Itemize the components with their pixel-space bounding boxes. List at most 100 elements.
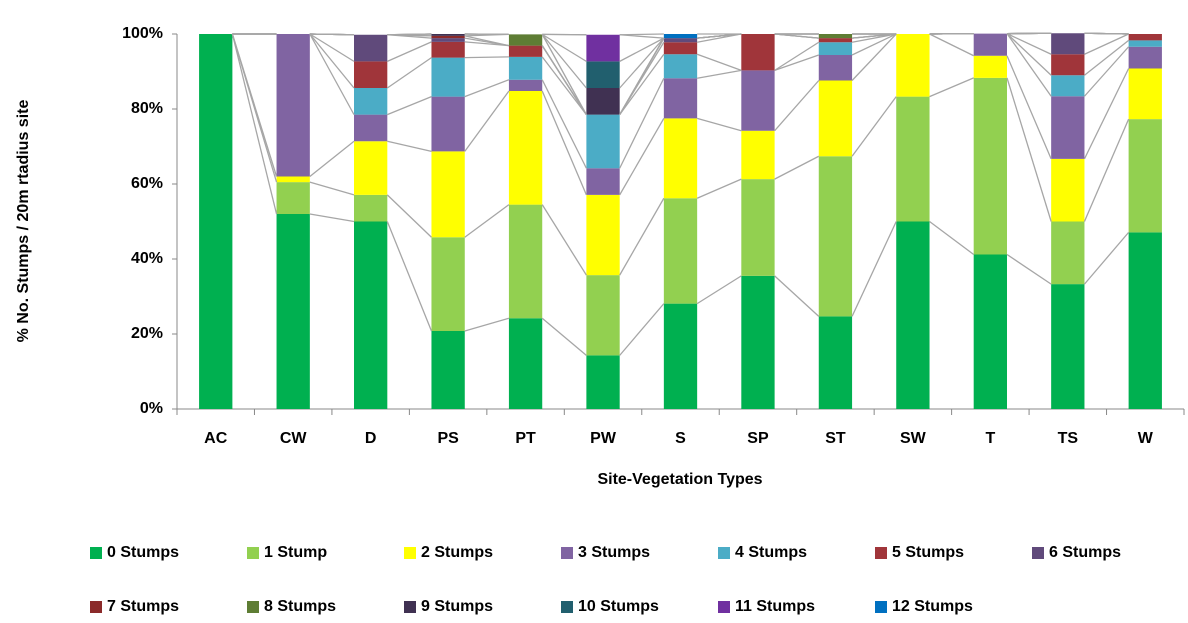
bar-segment [1051, 33, 1085, 55]
legend-label: 1 Stump [264, 544, 327, 561]
x-tick-label: AC [204, 430, 228, 447]
bar-segment [508, 45, 543, 57]
bar-segment [508, 91, 543, 205]
y-tick-label: 0% [140, 400, 163, 417]
bar-segment [896, 34, 930, 97]
bar-segment [353, 114, 388, 142]
series-line [1006, 33, 1052, 55]
series-line [231, 33, 278, 215]
bar-segment [818, 34, 853, 39]
y-tick-label: 80% [131, 100, 163, 117]
series-line [541, 79, 587, 169]
legend-label: 9 Stumps [421, 598, 493, 615]
legend-swatch [561, 547, 573, 559]
series-line [851, 33, 897, 81]
series-line [309, 213, 355, 223]
bar-segment [818, 316, 853, 409]
bar-segment [586, 168, 620, 195]
series-line [541, 317, 587, 356]
bar-segment [353, 88, 388, 115]
series-line [541, 34, 587, 115]
x-tick-label: W [1138, 430, 1154, 447]
legend-label: 8 Stumps [264, 598, 336, 615]
bar-segment [663, 54, 698, 79]
y-tick-label: 100% [122, 25, 163, 42]
legend-swatch [718, 601, 730, 613]
series-line [1084, 33, 1129, 55]
bar-segment [353, 141, 388, 195]
series-line [774, 80, 820, 132]
series-line [619, 34, 664, 39]
series-line [774, 155, 820, 180]
bar-segment [353, 221, 388, 409]
legend-label: 10 Stumps [578, 598, 659, 615]
x-tick-label: D [365, 430, 377, 447]
series-line [619, 37, 665, 115]
legend-label: 12 Stumps [892, 598, 973, 615]
series-line [464, 90, 510, 152]
series-line [309, 33, 355, 115]
series-line [541, 45, 587, 115]
bar-segment [431, 35, 465, 39]
bar-segment [276, 176, 310, 183]
bar-segment [973, 254, 1008, 409]
bar-segment [973, 33, 1008, 56]
series-line [1083, 231, 1130, 285]
bar-segment [741, 179, 775, 276]
bar-segment [353, 34, 388, 62]
series-line [851, 33, 897, 56]
series-line [1006, 77, 1052, 222]
series-line [929, 33, 974, 57]
x-tick-label: PS [437, 430, 459, 447]
bar-segment [431, 34, 465, 36]
series-line [619, 53, 665, 116]
legend-label: 11 Stumps [735, 598, 815, 615]
series-line [1083, 118, 1130, 222]
bar-segment [586, 194, 620, 276]
legend-swatch [247, 601, 259, 613]
y-tick-label: 20% [131, 325, 163, 342]
legend-swatch [718, 547, 730, 559]
bar-segment [431, 38, 465, 42]
x-tick-label: S [675, 430, 686, 447]
series-line [619, 303, 665, 356]
bar-segment [818, 42, 853, 55]
bar-segment [1128, 46, 1162, 69]
bar-segment [586, 114, 620, 169]
x-axis-label: Site-Vegetation Types [597, 471, 762, 488]
bar-segment [741, 34, 775, 71]
legend-label: 0 Stumps [107, 544, 179, 561]
bar-segment [431, 331, 465, 409]
x-tick-label: ST [825, 430, 846, 447]
bar-segment [896, 96, 930, 222]
series-line [619, 197, 665, 276]
bar-segment [663, 42, 698, 55]
legend-label: 4 Stumps [735, 544, 807, 561]
bar-segment [741, 275, 775, 409]
series-line [697, 33, 742, 39]
series-line [464, 35, 510, 47]
legend-label: 3 Stumps [578, 544, 650, 561]
bar-segment [1128, 34, 1162, 41]
bar-segment [586, 88, 620, 115]
series-line [386, 194, 432, 238]
bar-segment [1128, 119, 1162, 233]
y-axis-label: % No. Stumps / 20m rtadius site [15, 100, 32, 343]
series-line [387, 96, 432, 116]
legend-label: 6 Stumps [1049, 544, 1121, 561]
bar-segment [1128, 40, 1162, 47]
bar-segment [1051, 284, 1085, 409]
legend-swatch [561, 601, 573, 613]
bar-segment [586, 275, 620, 356]
legend-swatch [90, 601, 102, 613]
bar-segment [276, 182, 310, 214]
legend-swatch [875, 601, 887, 613]
bar-segment [508, 204, 543, 319]
bar-segment [586, 34, 620, 62]
bar-segment [818, 156, 853, 317]
series-line [774, 275, 820, 317]
series-line [696, 178, 742, 199]
series-line [696, 117, 742, 132]
series-line [541, 33, 587, 62]
